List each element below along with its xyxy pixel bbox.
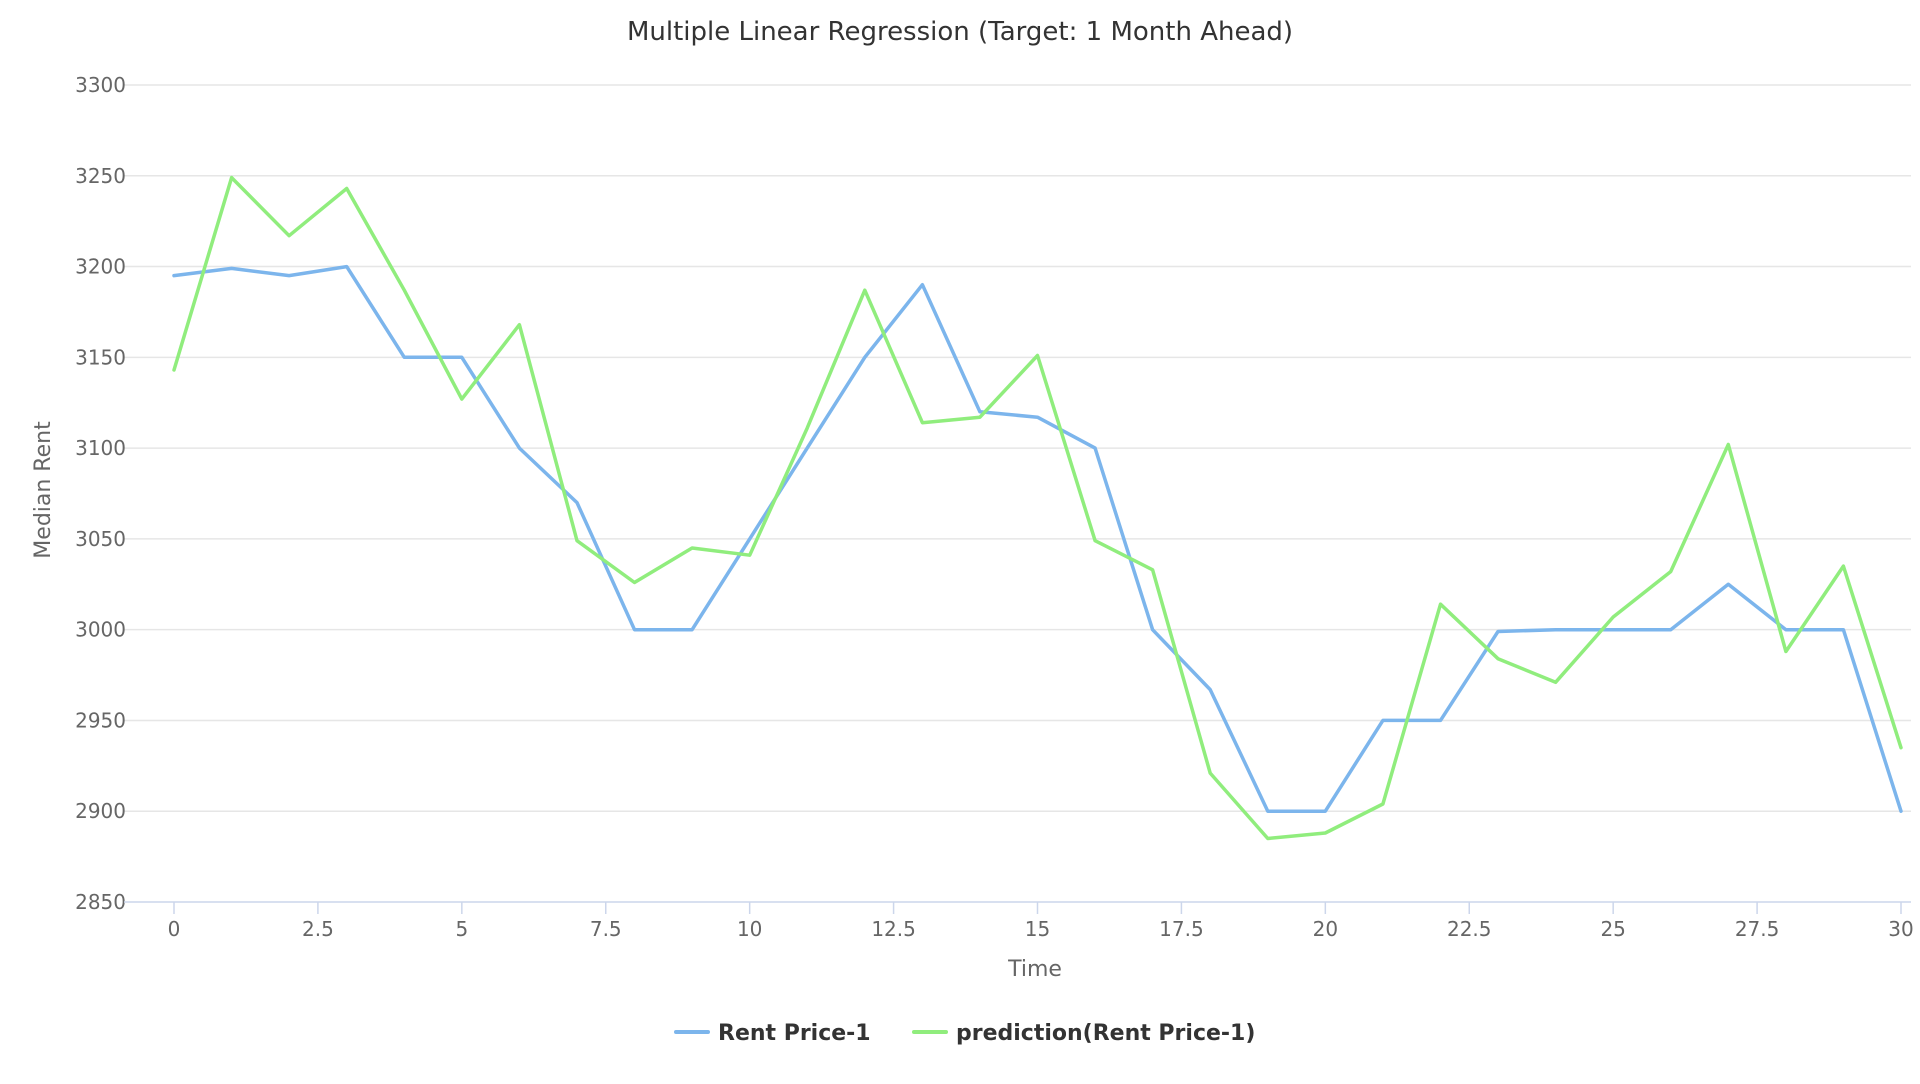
legend-label: Rent Price-1 xyxy=(718,1021,871,1046)
chart-title: Multiple Linear Regression (Target: 1 Mo… xyxy=(627,17,1293,47)
legend-item[interactable]: prediction(Rent Price-1) xyxy=(912,1021,1255,1046)
y-axis-title: Median Rent xyxy=(31,421,56,559)
x-tick-label: 22.5 xyxy=(1447,917,1492,941)
legend[interactable]: Rent Price-1 prediction(Rent Price-1) xyxy=(674,1021,1255,1046)
y-tick-label: 3300 xyxy=(75,73,126,97)
x-tick-label: 12.5 xyxy=(871,917,916,941)
x-tick-label: 20 xyxy=(1313,917,1338,941)
x-tick-label: 25 xyxy=(1600,917,1625,941)
y-tick-label: 3100 xyxy=(75,436,126,460)
x-tick-label: 5 xyxy=(455,917,468,941)
y-tick-label: 3200 xyxy=(75,255,126,279)
x-tick-label: 0 xyxy=(168,917,181,941)
legend-label: prediction(Rent Price-1) xyxy=(956,1021,1255,1046)
y-tick-label: 3000 xyxy=(75,618,126,642)
series-lines xyxy=(172,175,1903,841)
x-tick-label: 17.5 xyxy=(1159,917,1204,941)
axes: 2850290029503000305031003150320032503300… xyxy=(75,73,1914,941)
series-line-prediction[interactable] xyxy=(172,175,1903,841)
y-tick-label: 3250 xyxy=(75,164,126,188)
y-tick-label: 2950 xyxy=(75,708,126,732)
x-axis-title: Time xyxy=(1007,957,1062,982)
y-tick-label: 3050 xyxy=(75,527,126,551)
y-tick-label: 3150 xyxy=(75,345,126,369)
x-tick-label: 10 xyxy=(737,917,762,941)
y-tick-label: 2900 xyxy=(75,799,126,823)
legend-item[interactable]: Rent Price-1 xyxy=(674,1021,871,1046)
y-tick-label: 2850 xyxy=(75,890,126,914)
x-tick-label: 7.5 xyxy=(590,917,622,941)
x-tick-label: 15 xyxy=(1025,917,1050,941)
series-line-rent-price[interactable] xyxy=(172,264,1903,813)
grid-lines xyxy=(124,84,1911,812)
x-tick-label: 30 xyxy=(1888,917,1913,941)
x-tick-label: 27.5 xyxy=(1735,917,1780,941)
x-tick-label: 2.5 xyxy=(302,917,334,941)
